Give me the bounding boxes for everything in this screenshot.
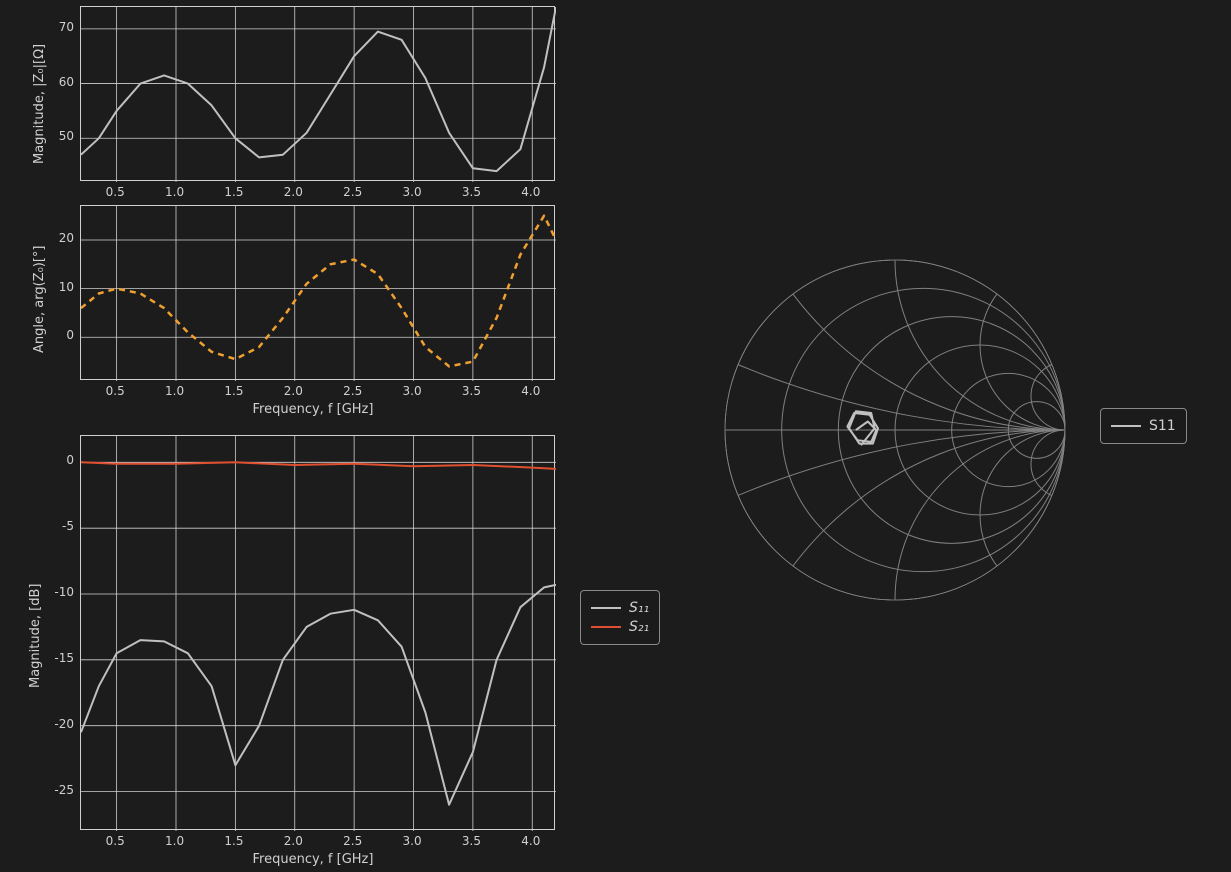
xtick: 0.5 bbox=[106, 384, 125, 398]
ylabel-z0-magnitude: Magnitude, |Z₀|[Ω] bbox=[32, 43, 47, 163]
ytick: 20 bbox=[59, 231, 74, 245]
panel-z0-angle bbox=[80, 205, 555, 380]
xtick: 4.0 bbox=[521, 185, 540, 199]
xlabel-z0-angle: Frequency, f [GHz] bbox=[253, 402, 374, 417]
xtick: 2.0 bbox=[284, 834, 303, 848]
xtick: 1.0 bbox=[165, 185, 184, 199]
ytick: -10 bbox=[54, 585, 74, 599]
xtick: 1.0 bbox=[165, 384, 184, 398]
ytick: 0 bbox=[66, 453, 74, 467]
xtick: 1.0 bbox=[165, 834, 184, 848]
ytick: 0 bbox=[66, 328, 74, 342]
figure: Magnitude, |Z₀|[Ω] Angle, arg(Z₀)[°] Fre… bbox=[0, 0, 1231, 872]
legend-label-s11: S₁₁ bbox=[629, 600, 649, 616]
xtick: 1.5 bbox=[224, 384, 243, 398]
ylabel-z0-angle: Angle, arg(Z₀)[°] bbox=[32, 245, 47, 353]
legend-swatch-smith-s11 bbox=[1111, 425, 1141, 427]
legend-item-s11: S₁₁ bbox=[591, 600, 649, 616]
xtick: 3.5 bbox=[462, 834, 481, 848]
ytick: 60 bbox=[59, 75, 74, 89]
xtick: 3.5 bbox=[462, 185, 481, 199]
legend-label-smith-s11: S11 bbox=[1149, 418, 1176, 434]
xtick: 1.5 bbox=[224, 834, 243, 848]
xlabel-sparameters: Frequency, f [GHz] bbox=[253, 852, 374, 867]
xtick: 3.0 bbox=[403, 834, 422, 848]
xtick: 4.0 bbox=[521, 384, 540, 398]
ytick: -20 bbox=[54, 717, 74, 731]
ylabel-sparameters: Magnitude, [dB] bbox=[28, 583, 43, 687]
panel-z0-magnitude bbox=[80, 6, 555, 181]
ytick: 70 bbox=[59, 20, 74, 34]
xtick: 2.5 bbox=[343, 185, 362, 199]
xtick: 1.5 bbox=[224, 185, 243, 199]
legend-swatch-s11 bbox=[591, 607, 621, 609]
ytick: 10 bbox=[59, 280, 74, 294]
xtick: 0.5 bbox=[106, 834, 125, 848]
legend-item-smith-s11: S11 bbox=[1111, 418, 1176, 434]
xtick: 2.0 bbox=[284, 185, 303, 199]
legend-swatch-s21 bbox=[591, 626, 621, 628]
xtick: 0.5 bbox=[106, 185, 125, 199]
panel-sparameters bbox=[80, 435, 555, 830]
legend-smith: S11 bbox=[1100, 408, 1187, 444]
legend-label-s21: S₂₁ bbox=[629, 619, 649, 635]
panel-smith-chart bbox=[715, 250, 1075, 610]
xtick: 2.5 bbox=[343, 384, 362, 398]
xtick: 3.0 bbox=[403, 384, 422, 398]
ytick: -15 bbox=[54, 651, 74, 665]
xtick: 3.0 bbox=[403, 185, 422, 199]
xtick: 2.0 bbox=[284, 384, 303, 398]
xtick: 2.5 bbox=[343, 834, 362, 848]
ytick: -5 bbox=[62, 519, 74, 533]
legend-item-s21: S₂₁ bbox=[591, 619, 649, 635]
ytick: -25 bbox=[54, 783, 74, 797]
xtick: 4.0 bbox=[521, 834, 540, 848]
ytick: 50 bbox=[59, 129, 74, 143]
legend-sparameters: S₁₁ S₂₁ bbox=[580, 590, 660, 645]
xtick: 3.5 bbox=[462, 384, 481, 398]
